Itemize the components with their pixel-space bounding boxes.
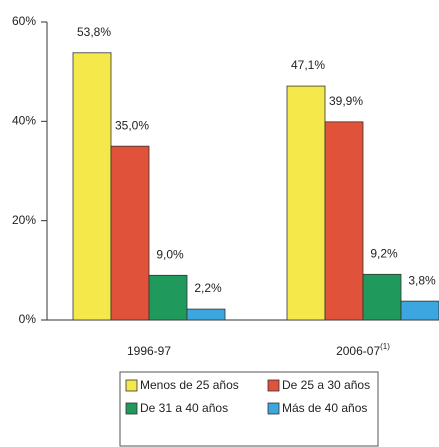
legend-label: Menos de 25 años [140, 378, 239, 392]
legend-label: De 31 a 40 años [140, 401, 228, 415]
value-label: 35,0% [115, 118, 149, 132]
x-tick-label: 2006-07(1) [336, 342, 390, 358]
value-label: 2,2% [194, 281, 222, 295]
category-name: 2006-07 [336, 344, 380, 358]
bar [186, 308, 226, 321]
y-tick-label: 40% [12, 114, 36, 128]
y-tick-label: 0% [19, 312, 37, 326]
value-label: 47,1% [291, 58, 325, 72]
bar [286, 85, 326, 321]
legend-swatch [267, 379, 280, 392]
category-name: 1996-97 [127, 344, 171, 358]
value-label: 9,2% [370, 246, 398, 260]
bar [72, 52, 112, 321]
legend-swatch [267, 402, 280, 415]
value-label: 53,8% [77, 25, 111, 39]
bar [400, 300, 439, 321]
y-tick-label: 60% [12, 14, 36, 28]
bar [362, 273, 402, 321]
bar [148, 274, 188, 321]
legend-box [119, 371, 379, 447]
bar [110, 145, 150, 321]
value-label: 3,8% [408, 273, 436, 287]
legend-label: De 25 a 30 años [282, 378, 370, 392]
value-label: 9,0% [156, 247, 184, 261]
value-label: 39,9% [329, 94, 363, 108]
legend-swatch [125, 402, 138, 415]
footnote-mark: (1) [380, 342, 390, 351]
legend-label: Más de 40 años [282, 401, 367, 415]
y-tick-label: 20% [12, 213, 36, 227]
bar [324, 121, 364, 321]
x-tick-label: 1996-97 [127, 344, 171, 358]
legend-swatch [125, 379, 138, 392]
